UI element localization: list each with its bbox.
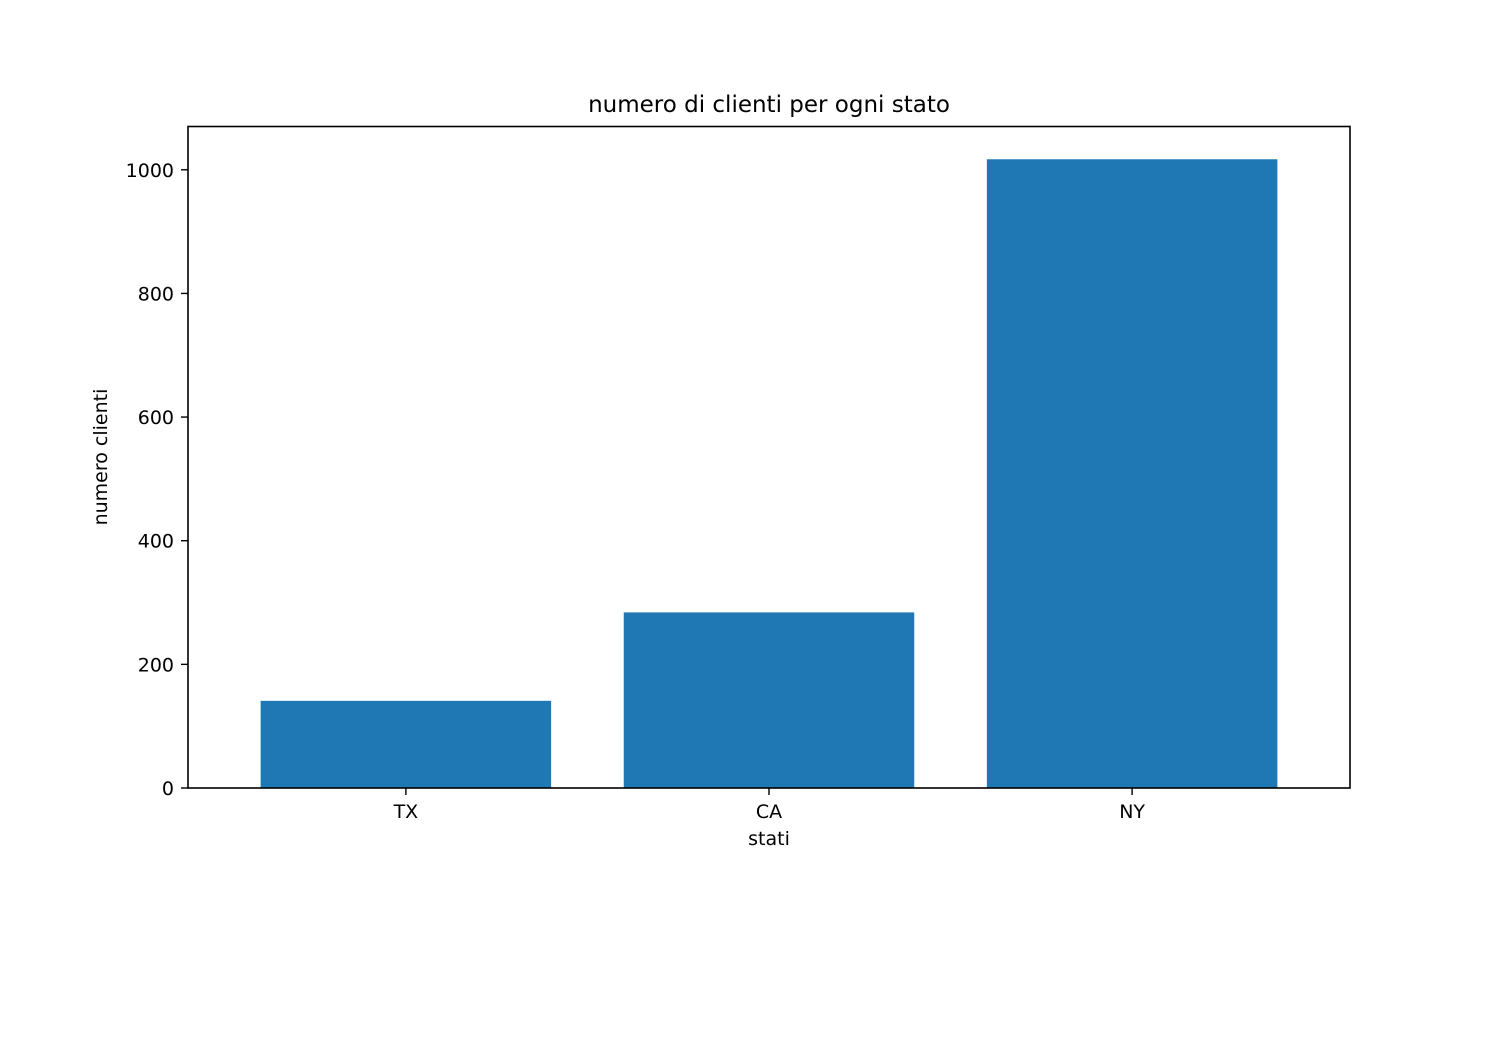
- y-tick-label: 1000: [126, 160, 174, 182]
- y-tick-label: 600: [138, 407, 174, 429]
- bars-layer: [260, 159, 1278, 789]
- x-axis-label: stati: [748, 828, 790, 850]
- plot-frame: [187, 125, 1351, 789]
- x-axis-ticks: TX CA NY: [393, 788, 1145, 823]
- x-tick-label: TX: [393, 801, 419, 823]
- y-tick-label: 400: [138, 531, 174, 553]
- chart-title: numero di clienti per ogni stato: [588, 92, 950, 118]
- x-tick-label: CA: [756, 801, 782, 823]
- x-tick-label: NY: [1119, 801, 1145, 823]
- bar-ny: [986, 159, 1278, 789]
- y-axis-label: numero clienti: [90, 389, 112, 526]
- y-tick-label: 200: [138, 654, 174, 676]
- bar-ca: [623, 612, 915, 788]
- bar-tx: [260, 700, 552, 788]
- y-axis-ticks: 0 200 400 600 800 1000: [126, 160, 188, 800]
- y-tick-label: 800: [138, 283, 174, 305]
- y-tick-label: 0: [162, 778, 174, 800]
